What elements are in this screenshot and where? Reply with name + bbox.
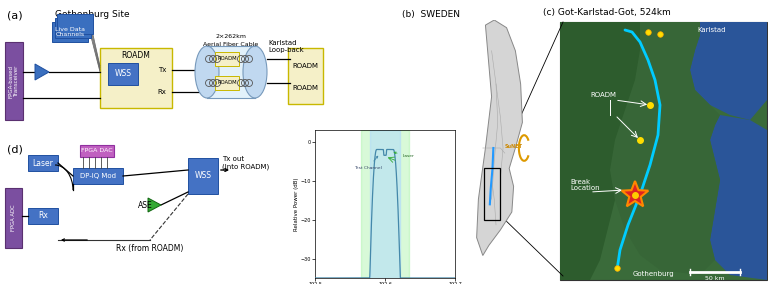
- Ellipse shape: [243, 46, 267, 98]
- Bar: [57, 14, 93, 34]
- Polygon shape: [621, 181, 648, 206]
- Polygon shape: [477, 20, 522, 256]
- Text: 2×262km: 2×262km: [216, 34, 247, 39]
- Text: Test Channel: Test Channel: [354, 156, 382, 170]
- Text: FPGA ADC: FPGA ADC: [11, 205, 16, 231]
- Polygon shape: [710, 115, 767, 280]
- Text: ASE: ASE: [138, 201, 153, 210]
- Bar: [288, 48, 323, 104]
- Text: FPGA-based
Transceiver: FPGA-based Transceiver: [8, 64, 19, 97]
- Bar: [5, 42, 23, 120]
- Text: (d): (d): [7, 144, 23, 154]
- Bar: [100, 48, 172, 108]
- Text: ROADM: ROADM: [217, 80, 237, 85]
- Polygon shape: [560, 22, 650, 280]
- Text: Laser: Laser: [32, 158, 54, 168]
- Bar: [108, 63, 138, 85]
- Text: (c) Got-Karlstad-Got, 524km: (c) Got-Karlstad-Got, 524km: [543, 8, 670, 17]
- Text: ROADM: ROADM: [293, 63, 319, 69]
- Text: Tx: Tx: [157, 67, 166, 73]
- Text: Rx (from ROADM): Rx (from ROADM): [116, 243, 184, 252]
- Text: ROADM: ROADM: [590, 92, 616, 98]
- Text: 50 km: 50 km: [705, 277, 725, 281]
- Text: ROADM: ROADM: [293, 85, 319, 91]
- Text: Gothenburg Site: Gothenburg Site: [55, 10, 130, 19]
- Text: Gothenburg: Gothenburg: [633, 271, 674, 277]
- Text: Live Data
Channels: Live Data Channels: [55, 27, 85, 37]
- Text: Rx: Rx: [38, 212, 48, 220]
- Bar: [52, 22, 88, 42]
- Text: Tx out
(Into ROADM): Tx out (Into ROADM): [222, 156, 270, 170]
- Text: WSS: WSS: [194, 172, 211, 181]
- Polygon shape: [148, 198, 161, 212]
- Bar: [484, 168, 499, 220]
- Text: FPGA DAC: FPGA DAC: [81, 149, 113, 153]
- Bar: [28, 208, 58, 224]
- Bar: [207, 46, 255, 98]
- Ellipse shape: [195, 46, 219, 98]
- Bar: [560, 22, 767, 280]
- Y-axis label: Relative Power (dB): Relative Power (dB): [294, 177, 299, 231]
- Bar: [369, 130, 400, 278]
- Bar: [80, 145, 114, 157]
- Text: WSS: WSS: [114, 70, 131, 78]
- Bar: [28, 155, 58, 171]
- Bar: [188, 158, 218, 194]
- Text: (e): (e): [318, 142, 333, 152]
- Bar: [73, 168, 123, 184]
- Polygon shape: [690, 22, 767, 120]
- Text: (a): (a): [7, 10, 22, 20]
- Polygon shape: [610, 22, 720, 275]
- Text: (b)  SWEDEN: (b) SWEDEN: [402, 10, 460, 19]
- Text: Laser: Laser: [394, 152, 414, 158]
- Text: ROADM: ROADM: [217, 57, 237, 62]
- Text: Karlstad
Loop-back: Karlstad Loop-back: [268, 40, 304, 53]
- Text: Rx: Rx: [157, 89, 167, 95]
- Bar: [360, 130, 409, 278]
- Text: ROADM: ROADM: [121, 51, 151, 60]
- Text: Karlstad: Karlstad: [697, 27, 726, 33]
- Text: DP-IQ Mod: DP-IQ Mod: [80, 173, 116, 179]
- Bar: [215, 76, 239, 90]
- Text: Break
Location: Break Location: [570, 179, 600, 191]
- Bar: [55, 18, 91, 38]
- Bar: [215, 52, 239, 66]
- Text: SuNET: SuNET: [505, 144, 522, 149]
- Polygon shape: [35, 64, 49, 80]
- Text: Aerial Fiber Cable: Aerial Fiber Cable: [204, 41, 259, 47]
- Bar: [5, 188, 22, 248]
